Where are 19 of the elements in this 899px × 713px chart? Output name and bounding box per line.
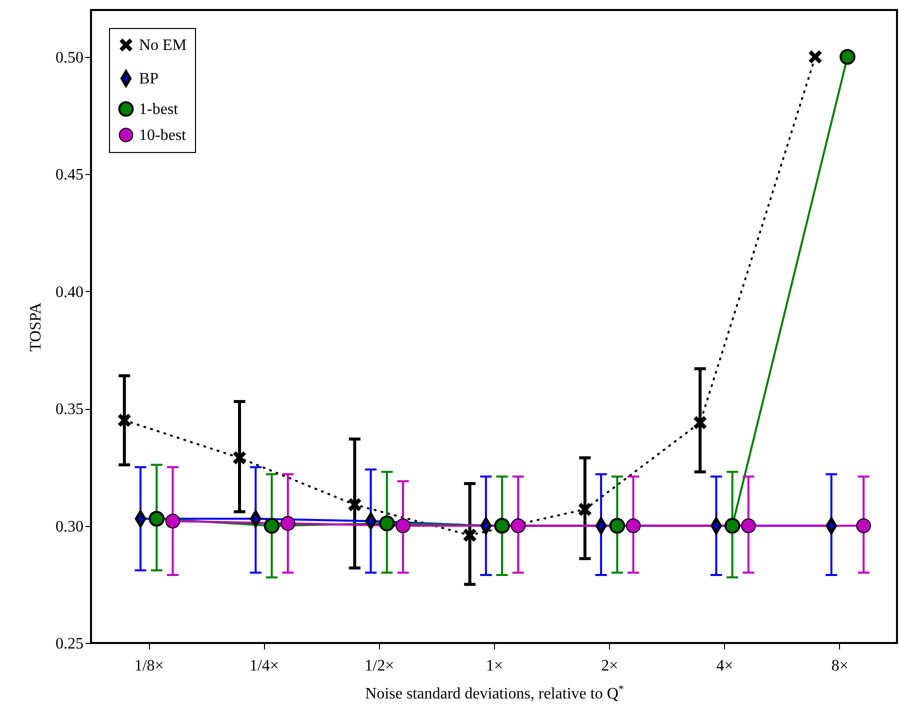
y-axis-title: TOSPA — [28, 302, 44, 352]
x-tick-label: 8× — [831, 658, 848, 674]
x-axis-title: Noise standard deviations, relative to Q$^{*}$ — [365, 684, 624, 702]
y-tick-label: 0.25 — [56, 636, 84, 652]
y-tick-label: 0.40 — [56, 284, 84, 301]
x-tick-label: 1× — [486, 658, 504, 674]
legend-label: BP — [139, 70, 159, 88]
y-tick-label: 0.35 — [56, 401, 84, 418]
x-tick-label: 1/8× — [134, 658, 164, 674]
x-tick-label: 4× — [716, 658, 734, 674]
legend-label: 10-best — [139, 127, 187, 144]
x-tick-label: 2× — [601, 658, 618, 674]
x-tick-label: 1/2× — [364, 658, 394, 674]
y-tick-label: 0.45 — [56, 166, 84, 184]
y-tick-label: 0.30 — [56, 518, 84, 536]
x-tick-label: 1/4× — [249, 658, 279, 674]
y-tick-label: 0.50 — [56, 49, 84, 66]
legend-label: No EM — [139, 37, 187, 54]
legend-label: 1-best — [139, 101, 179, 118]
